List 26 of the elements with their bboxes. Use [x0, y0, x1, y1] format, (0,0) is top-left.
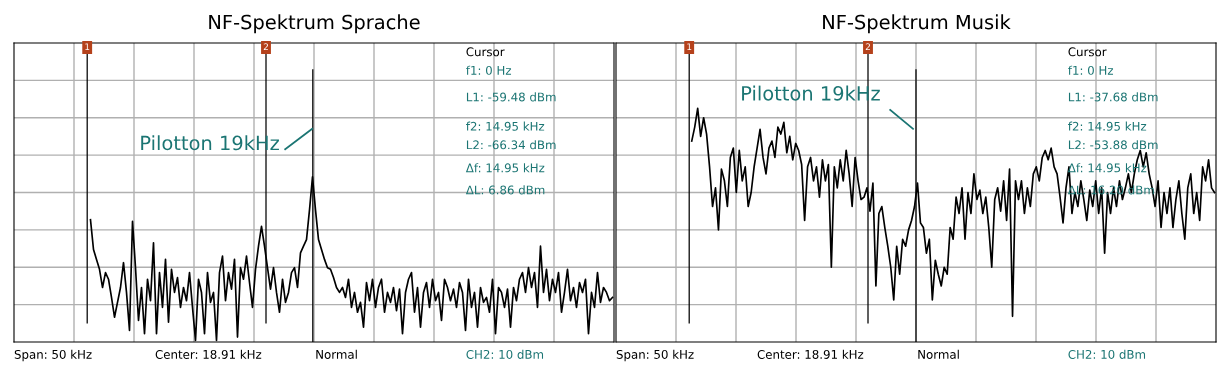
- text: 2: [263, 43, 268, 50]
- text: Δf: 14.95 kHz: [465, 163, 545, 173]
- text: Span: 50 kHz: [616, 349, 694, 362]
- annotation: f2: 14.95 kHz: [1068, 121, 1147, 131]
- text: 1: [687, 43, 692, 50]
- chart-title: NF-Spektrum Sprache: [209, 14, 420, 34]
- annotation: L2: -53.88 dBm: [1068, 140, 1158, 150]
- text: Span: 50 kHz: [14, 349, 92, 362]
- text: L1: -37.68 dBm: [1068, 92, 1158, 102]
- text: Normal: [918, 349, 959, 359]
- text: f1: 0 Hz: [466, 65, 512, 75]
- text: CH2: 10 dBm: [466, 349, 544, 359]
- text: CH2: 10 dBm: [1068, 349, 1146, 359]
- text: 1: [85, 43, 90, 50]
- text: Cursor: [1068, 47, 1107, 57]
- text: 2: [865, 43, 870, 50]
- text: Center: 18.91 kHz: [757, 349, 864, 359]
- chart-title: NF-Spektrum Musik: [823, 14, 1011, 34]
- text: Center: 18.91 kHz: [155, 349, 262, 359]
- text: f2: 14.95 kHz: [466, 121, 545, 131]
- text: Cursor: [466, 47, 505, 57]
- text: f1: 0 Hz: [1068, 65, 1114, 75]
- text: Normal: [316, 349, 357, 359]
- text: L1: -59.48 dBm: [466, 92, 556, 102]
- text: L2: -66.34 dBm: [466, 140, 556, 150]
- annotation: ΔL: 6.86 dBm: [465, 185, 545, 195]
